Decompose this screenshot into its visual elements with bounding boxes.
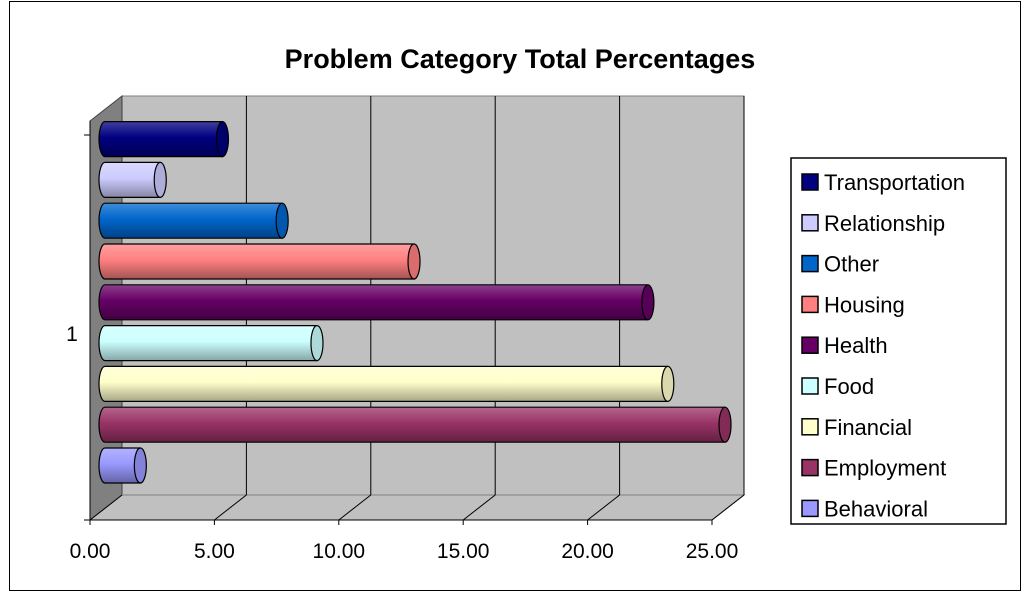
bar-end-cap[interactable]	[718, 406, 732, 443]
x-tick-label: 15.00	[437, 540, 490, 563]
x-tick-label: 5.00	[194, 540, 235, 563]
plot-floor	[88, 494, 746, 521]
legend-label: Food	[824, 374, 874, 399]
x-tick-label: 10.00	[313, 540, 366, 563]
floor-gridline	[338, 494, 372, 521]
legend-label: Behavioral	[824, 496, 928, 521]
bar-other[interactable]	[98, 202, 289, 239]
legend-swatch	[801, 214, 819, 232]
legend-label: Financial	[824, 415, 912, 440]
bar-housing[interactable]	[98, 243, 421, 280]
bar-body[interactable]	[98, 406, 726, 443]
legend-item-housing: Housing	[801, 292, 905, 317]
bar-body[interactable]	[98, 365, 669, 402]
legend-label: Housing	[824, 292, 905, 317]
bar-series-group	[98, 121, 732, 484]
legend-swatch	[801, 377, 819, 395]
legend-label: Relationship	[824, 211, 945, 236]
legend-item-financial: Financial	[801, 415, 912, 440]
bar-body[interactable]	[98, 202, 283, 239]
legend-item-transportation: Transportation	[801, 170, 965, 195]
floor-gridline	[462, 494, 496, 521]
legend-item-health: Health	[801, 333, 888, 358]
legend-item-food: Food	[801, 374, 874, 399]
bar-end-cap[interactable]	[310, 325, 324, 362]
bar-body[interactable]	[98, 284, 649, 321]
bar-employment[interactable]	[98, 406, 732, 443]
chart-frame: Problem Category Total Percentages 0.00 5…	[9, 1, 1021, 591]
legend-label: Other	[824, 252, 879, 277]
chart-title: Problem Category Total Percentages	[285, 44, 756, 74]
bar-end-cap[interactable]	[275, 202, 289, 239]
plot-area: 0.00 5.00 10.00 15.00 20.00 25.00 1	[66, 94, 746, 563]
legend-box	[790, 157, 1007, 525]
x-tick-label: 25.00	[686, 540, 739, 563]
legend-swatch	[801, 499, 819, 518]
legend-swatch	[801, 418, 819, 436]
bar-end-cap[interactable]	[133, 447, 147, 484]
bar-end-cap[interactable]	[215, 121, 230, 158]
floor-gridline	[214, 494, 247, 521]
bar-end-cap[interactable]	[153, 161, 167, 198]
bar-end-cap[interactable]	[661, 365, 675, 402]
legend-swatch	[801, 254, 819, 273]
legend-swatch	[801, 336, 819, 354]
legend-item-relationship: Relationship	[801, 211, 945, 236]
bar-body[interactable]	[98, 243, 415, 280]
bar-body[interactable]	[98, 325, 318, 362]
legend-swatch	[801, 295, 819, 314]
x-tick-label: 20.00	[561, 540, 614, 563]
legend: Transportation Relationship Other Housing He…	[790, 157, 1007, 525]
bar-end-cap[interactable]	[641, 284, 655, 321]
bar-food[interactable]	[98, 325, 324, 362]
bar-body[interactable]	[98, 447, 141, 484]
bar-end-cap[interactable]	[407, 243, 421, 280]
legend-swatch	[801, 173, 819, 191]
chart-area: Problem Category Total Percentages 0.00 5…	[66, 44, 1007, 563]
bar-behavioral[interactable]	[98, 447, 147, 484]
legend-label: Health	[824, 333, 888, 358]
y-tick-label: 1	[66, 323, 78, 346]
legend-item-behavioral: Behavioral	[801, 496, 928, 521]
bar-body[interactable]	[98, 121, 224, 158]
bar-health[interactable]	[98, 284, 655, 321]
floor-gridline	[89, 494, 123, 521]
bar-body[interactable]	[98, 161, 161, 198]
legend-item-other: Other	[801, 252, 879, 277]
floor-gridline	[711, 494, 745, 521]
legend-swatch	[801, 458, 819, 477]
bar-relationship[interactable]	[98, 161, 167, 198]
bar-transportation[interactable]	[98, 121, 230, 158]
x-tick-label: 0.00	[70, 540, 111, 563]
legend-item-employment: Employment	[801, 456, 946, 481]
floor-gridline	[587, 494, 620, 521]
bar-financial[interactable]	[98, 365, 675, 402]
legend-label: Employment	[824, 456, 946, 481]
legend-label: Transportation	[824, 170, 965, 195]
